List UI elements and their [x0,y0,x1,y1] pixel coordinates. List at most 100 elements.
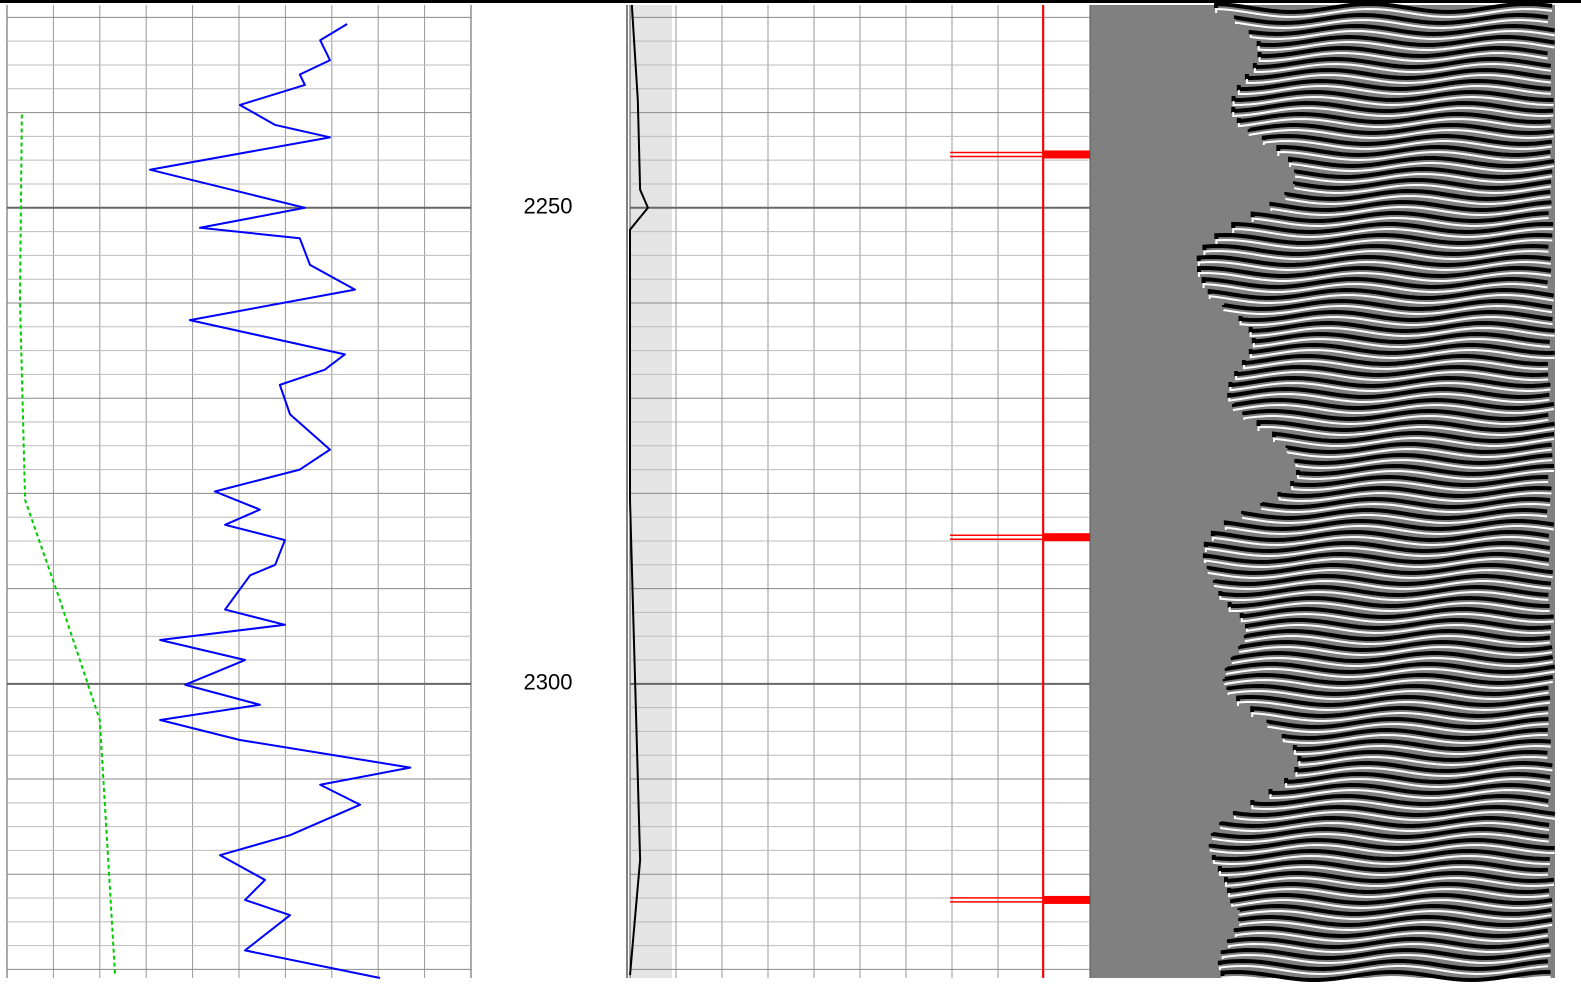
seismic-stripe [1243,415,1549,425]
seismic-stripe [1252,56,1552,70]
seismic-stripe [1244,68,1552,81]
seismic-stripe [1237,118,1551,128]
seismic-stripe [1298,756,1548,767]
seismic-stripe [1218,866,1548,877]
seismic-stripe [1211,849,1550,862]
seismic-stripe [1224,877,1555,887]
seismic-stripe [1212,855,1550,866]
seismic-stripe [1231,221,1554,234]
seismic-stripe [1232,804,1556,817]
seismic-stripe [1252,337,1550,348]
seismic-stripe [1207,288,1555,300]
seismic-stripe [1242,360,1548,370]
seismic-stripe [1227,943,1550,953]
seismic-stripe [1276,144,1551,158]
seismic-stripe [1228,393,1550,403]
seismic-stripe [1277,150,1551,162]
seismic-stripe [1238,910,1552,920]
seismic-stripe [1236,695,1551,708]
seismic-stripe [1238,310,1553,322]
seismic-stripe [1239,646,1553,657]
seismic-stripe [1234,365,1549,377]
seismic-stripe [1234,932,1548,942]
seismic-stripe [1288,156,1555,168]
seismic-stripe [1249,30,1555,40]
seismic-stripe [1229,382,1551,392]
seismic-stripe [1245,74,1552,85]
seismic-stripe [1227,690,1549,700]
seismic-stripe [1233,926,1549,938]
seismic-stripe [1273,437,1555,447]
seismic-stripe [1213,580,1552,590]
seismic-stripe [1210,530,1550,542]
seismic-stripe [1232,107,1554,117]
seismic-stripe [1269,789,1551,799]
seismic-stripe [1295,459,1553,470]
seismic-stripe [1294,761,1553,773]
seismic-stripe [1289,162,1555,172]
seismic-stripe [1224,662,1556,675]
seismic-stripe [1219,590,1549,601]
seismic-stripe [1232,227,1554,238]
seismic-stripe [1223,519,1555,532]
seismic-stripe [1197,266,1552,278]
seismic-stripe [1251,800,1549,810]
seismic-stripe [1202,552,1550,564]
seismic-stripe [1236,78,1551,91]
depth-label: 2300 [524,670,573,695]
seismic-stripe [1251,217,1549,227]
seismic-stripe [1262,140,1552,150]
seismic-stripe [1198,272,1552,282]
depth-label: 2250 [524,194,573,219]
shaded-column [630,5,672,978]
seismic-stripe [1294,453,1553,466]
seismic-stripe [1286,448,1552,458]
seismic-stripe [1231,90,1554,103]
seismic-stripe [1231,101,1554,114]
seismic-stripe [1239,921,1553,931]
seismic-stripe [1246,624,1552,634]
seismic-stripe [1208,838,1555,850]
seismic-stripe [1226,684,1549,696]
seismic-stripe [1293,178,1552,191]
seismic-stripe [1278,492,1552,502]
depth-marker [950,150,1090,159]
seismic-stripe [1247,123,1554,136]
seismic-stripe [1204,547,1550,557]
depth-marker [950,533,1090,542]
seismic-stripe [1241,354,1548,366]
seismic-stripe [1295,767,1553,777]
seismic-stripe [1268,783,1551,795]
seismic-stripe [1202,243,1549,256]
seismic-stripe [1250,794,1549,806]
seismic-stripe [1292,739,1551,751]
seismic-stripe [1232,96,1554,106]
seismic-stripe [1290,474,1549,487]
seismic-stripe [1256,420,1555,432]
seismic-stripe [1235,371,1549,381]
marker-bar [1043,150,1090,159]
seismic-stripe [1227,882,1550,894]
seismic-stripe [1285,195,1551,205]
seismic-stripe [1258,52,1548,62]
seismic-stripe [1217,860,1548,873]
seismic-stripe [1269,200,1552,212]
seismic-stripe [1282,734,1548,744]
seismic-stripe [1284,189,1551,201]
seismic-stripe [1249,349,1555,359]
seismic-stripe [1291,480,1549,491]
top-border [0,0,1581,3]
seismic-stripe [1226,937,1550,949]
seismic-stripe [1281,728,1548,740]
seismic-stripe [1197,261,1551,272]
seismic-stripe [1231,899,1553,909]
seismic-stripe [1230,651,1554,663]
seismic-stripe [1196,255,1551,268]
seismic-stripe [1267,723,1549,733]
seismic-stripe [1218,965,1548,975]
seismic-stripe [1237,904,1552,916]
seismic-stripe [1217,959,1549,971]
seismic-stripe [1228,888,1550,898]
seismic-stripe [1225,668,1555,679]
seismic-stripe [1208,294,1554,304]
